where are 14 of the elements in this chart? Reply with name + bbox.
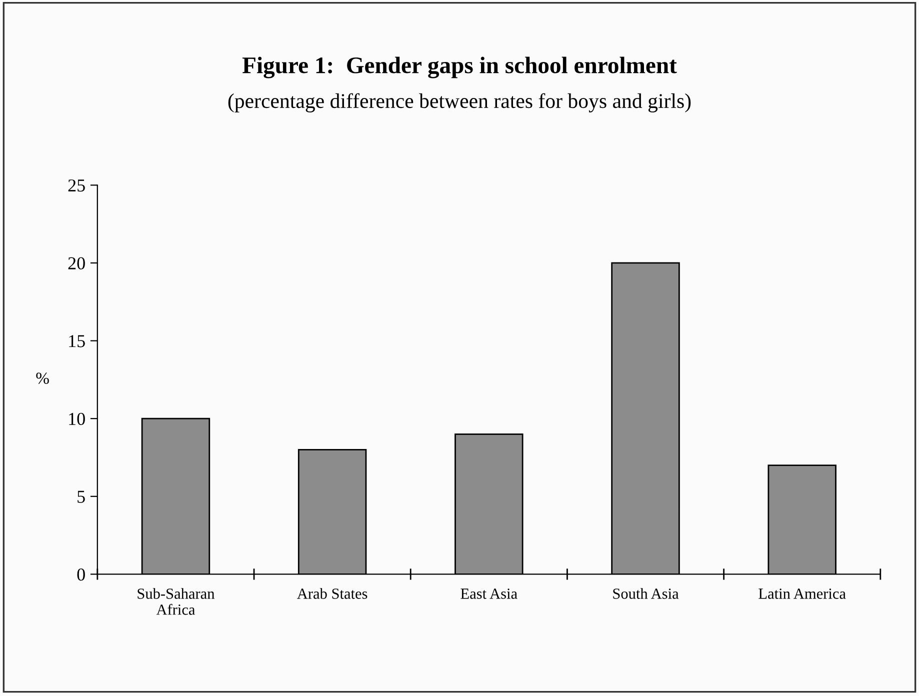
chart-subtitle: (percentage difference between rates for boys and girls): [228, 93, 691, 112]
x-tick-label: Arab States: [297, 588, 368, 599]
x-tick-label: East Asia: [460, 588, 518, 599]
x-tick-label: Sub-Saharan Africa: [138, 588, 215, 615]
y-axis-title: %: [36, 372, 49, 384]
y-tick-label: 25: [68, 179, 85, 192]
y-tick-label: 15: [69, 335, 85, 348]
y-tick-label: 10: [69, 412, 85, 426]
y-tick-label: 5: [78, 490, 85, 503]
y-tick-label: 0: [77, 568, 85, 581]
x-tick-label: South Asia: [613, 588, 679, 599]
chart-title: Figure 1: Gender gaps in school enrolment: [242, 56, 677, 78]
x-tick-label: Latin America: [758, 588, 846, 599]
y-tick-label: 20: [68, 257, 85, 270]
